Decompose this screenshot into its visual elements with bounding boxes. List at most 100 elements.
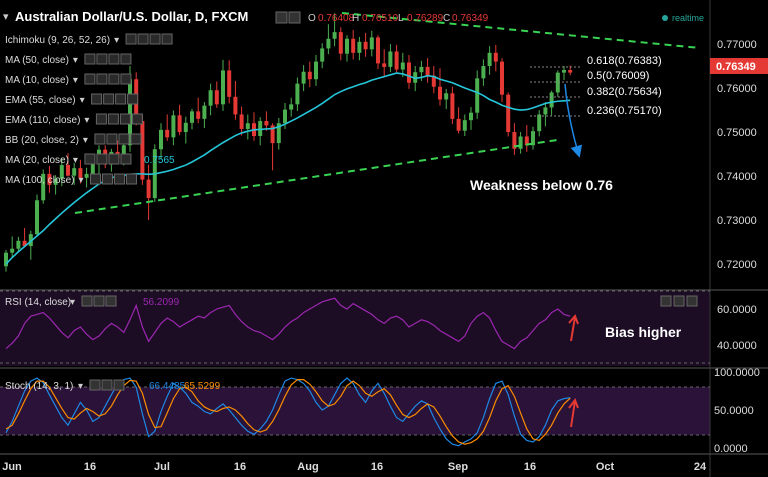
candle — [264, 111, 269, 131]
candle — [562, 66, 566, 81]
candle — [500, 58, 504, 103]
indicator-label: MA (10, close) — [5, 75, 69, 86]
gear-icon[interactable] — [96, 153, 108, 165]
eye-icon[interactable] — [125, 33, 137, 45]
gear-icon[interactable] — [288, 11, 301, 24]
candle — [221, 59, 225, 111]
candle — [16, 236, 21, 252]
chevron-down-icon[interactable]: ▾ — [78, 175, 83, 186]
candle — [320, 43, 325, 69]
delete-icon[interactable] — [120, 73, 132, 85]
gear-icon[interactable] — [137, 33, 149, 45]
time-tick-label: Oct — [596, 461, 615, 473]
gear-icon[interactable] — [96, 53, 108, 65]
chevron-down-icon[interactable]: ▾ — [80, 95, 85, 106]
candle — [208, 83, 213, 116]
eye-icon[interactable] — [84, 53, 96, 65]
eye-icon[interactable] — [84, 153, 96, 165]
plus-icon[interactable] — [118, 133, 130, 145]
rsi-delete-icon[interactable] — [105, 295, 117, 307]
rsi-gear-icon[interactable] — [93, 295, 105, 307]
indicator-legend-item[interactable]: MA (100, close) ▾ — [5, 173, 137, 186]
candle — [28, 230, 33, 260]
eye-icon[interactable] — [89, 173, 101, 185]
stoch-axis: 100.0000 50.0000 0.0000 — [714, 367, 760, 455]
stoch-delete-icon[interactable] — [113, 379, 125, 391]
indicator-legend-item[interactable]: EMA (55, close) ▾ — [5, 93, 139, 106]
indicator-legend-item[interactable]: Ichimoku (9, 26, 52, 26) ▾ — [5, 33, 173, 46]
delete-icon[interactable] — [127, 93, 139, 105]
eye-icon[interactable] — [91, 93, 103, 105]
chevron-down-icon[interactable]: ▾ — [3, 11, 9, 23]
candle — [487, 46, 492, 75]
gear-icon[interactable] — [101, 173, 113, 185]
candle — [332, 13, 337, 47]
stoch-eye-icon[interactable] — [89, 379, 101, 391]
indicator-legend-item[interactable]: MA (50, close) ▾ — [5, 53, 132, 66]
chevron-down-icon[interactable]: ▾ — [73, 155, 78, 166]
delete-icon[interactable] — [125, 173, 137, 185]
stoch-gear-icon[interactable] — [101, 379, 113, 391]
candle — [239, 106, 244, 136]
candle — [338, 27, 343, 61]
candle — [456, 107, 461, 134]
candle — [4, 250, 8, 272]
eye-icon[interactable] — [275, 11, 288, 24]
candle — [537, 110, 542, 137]
eye-icon[interactable] — [94, 133, 106, 145]
annotation-bias: Bias higher — [605, 324, 682, 340]
rsi-chevron-icon[interactable]: ▾ — [70, 297, 75, 308]
price-tick-label: 0.75000 — [717, 127, 757, 139]
eye-icon[interactable] — [95, 113, 107, 125]
candle — [425, 58, 430, 83]
indicator-label: MA (20, close) — [5, 155, 69, 166]
plus-icon[interactable] — [149, 33, 161, 45]
ohlc-open-label: O — [308, 13, 316, 24]
delete-icon[interactable] — [131, 113, 143, 125]
candle — [431, 66, 436, 94]
plus-icon[interactable] — [119, 113, 131, 125]
ohlc-high-label: H — [352, 13, 359, 24]
plus-icon[interactable] — [108, 73, 120, 85]
indicator-legend-item[interactable]: BB (20, close, 2) ▾ — [5, 133, 142, 146]
delete-icon[interactable] — [130, 133, 142, 145]
chevron-down-icon[interactable]: ▾ — [83, 135, 88, 146]
plus-icon[interactable] — [108, 153, 120, 165]
stoch-chevron-icon[interactable]: ▾ — [78, 381, 83, 392]
candle — [159, 123, 163, 159]
indicator-legend-item[interactable]: MA (10, close) ▾ — [5, 73, 132, 86]
chevron-down-icon[interactable]: ▾ — [84, 115, 89, 126]
gear-icon[interactable] — [96, 73, 108, 85]
candle — [171, 110, 176, 146]
chevron-down-icon[interactable]: ▾ — [73, 75, 78, 86]
gear-icon[interactable] — [107, 113, 119, 125]
rsi-eye-icon[interactable] — [81, 295, 93, 307]
rsi-move-up-icon[interactable] — [673, 295, 685, 307]
candle — [165, 114, 170, 141]
indicator-label: MA (100, close) — [5, 175, 74, 186]
candle — [512, 123, 517, 155]
indicator-legend-item[interactable]: MA (20, close) ▾ — [5, 153, 132, 166]
candle — [351, 29, 356, 60]
delete-icon[interactable] — [120, 153, 132, 165]
plus-icon[interactable] — [108, 53, 120, 65]
gear-icon[interactable] — [103, 93, 115, 105]
fib-level-382: 0.382(0.75634) — [587, 86, 662, 98]
candle — [407, 55, 411, 89]
indicator-label: EMA (55, close) — [5, 95, 76, 106]
plus-icon[interactable] — [113, 173, 125, 185]
chevron-down-icon[interactable]: ▾ — [114, 35, 119, 46]
gear-icon[interactable] — [106, 133, 118, 145]
indicator-legend-item[interactable]: EMA (110, close) ▾ — [5, 113, 143, 126]
delete-icon[interactable] — [120, 53, 132, 65]
delete-icon[interactable] — [161, 33, 173, 45]
plus-icon[interactable] — [115, 93, 127, 105]
ohlc-close-value: 0.76349 — [452, 13, 489, 24]
candle — [444, 88, 449, 110]
chevron-down-icon[interactable]: ▾ — [73, 55, 78, 66]
eye-icon[interactable] — [84, 73, 96, 85]
candle — [35, 194, 39, 237]
rsi-move-down-icon[interactable] — [686, 295, 698, 307]
candle — [524, 125, 529, 152]
rsi-collapse-icon[interactable] — [660, 295, 672, 307]
